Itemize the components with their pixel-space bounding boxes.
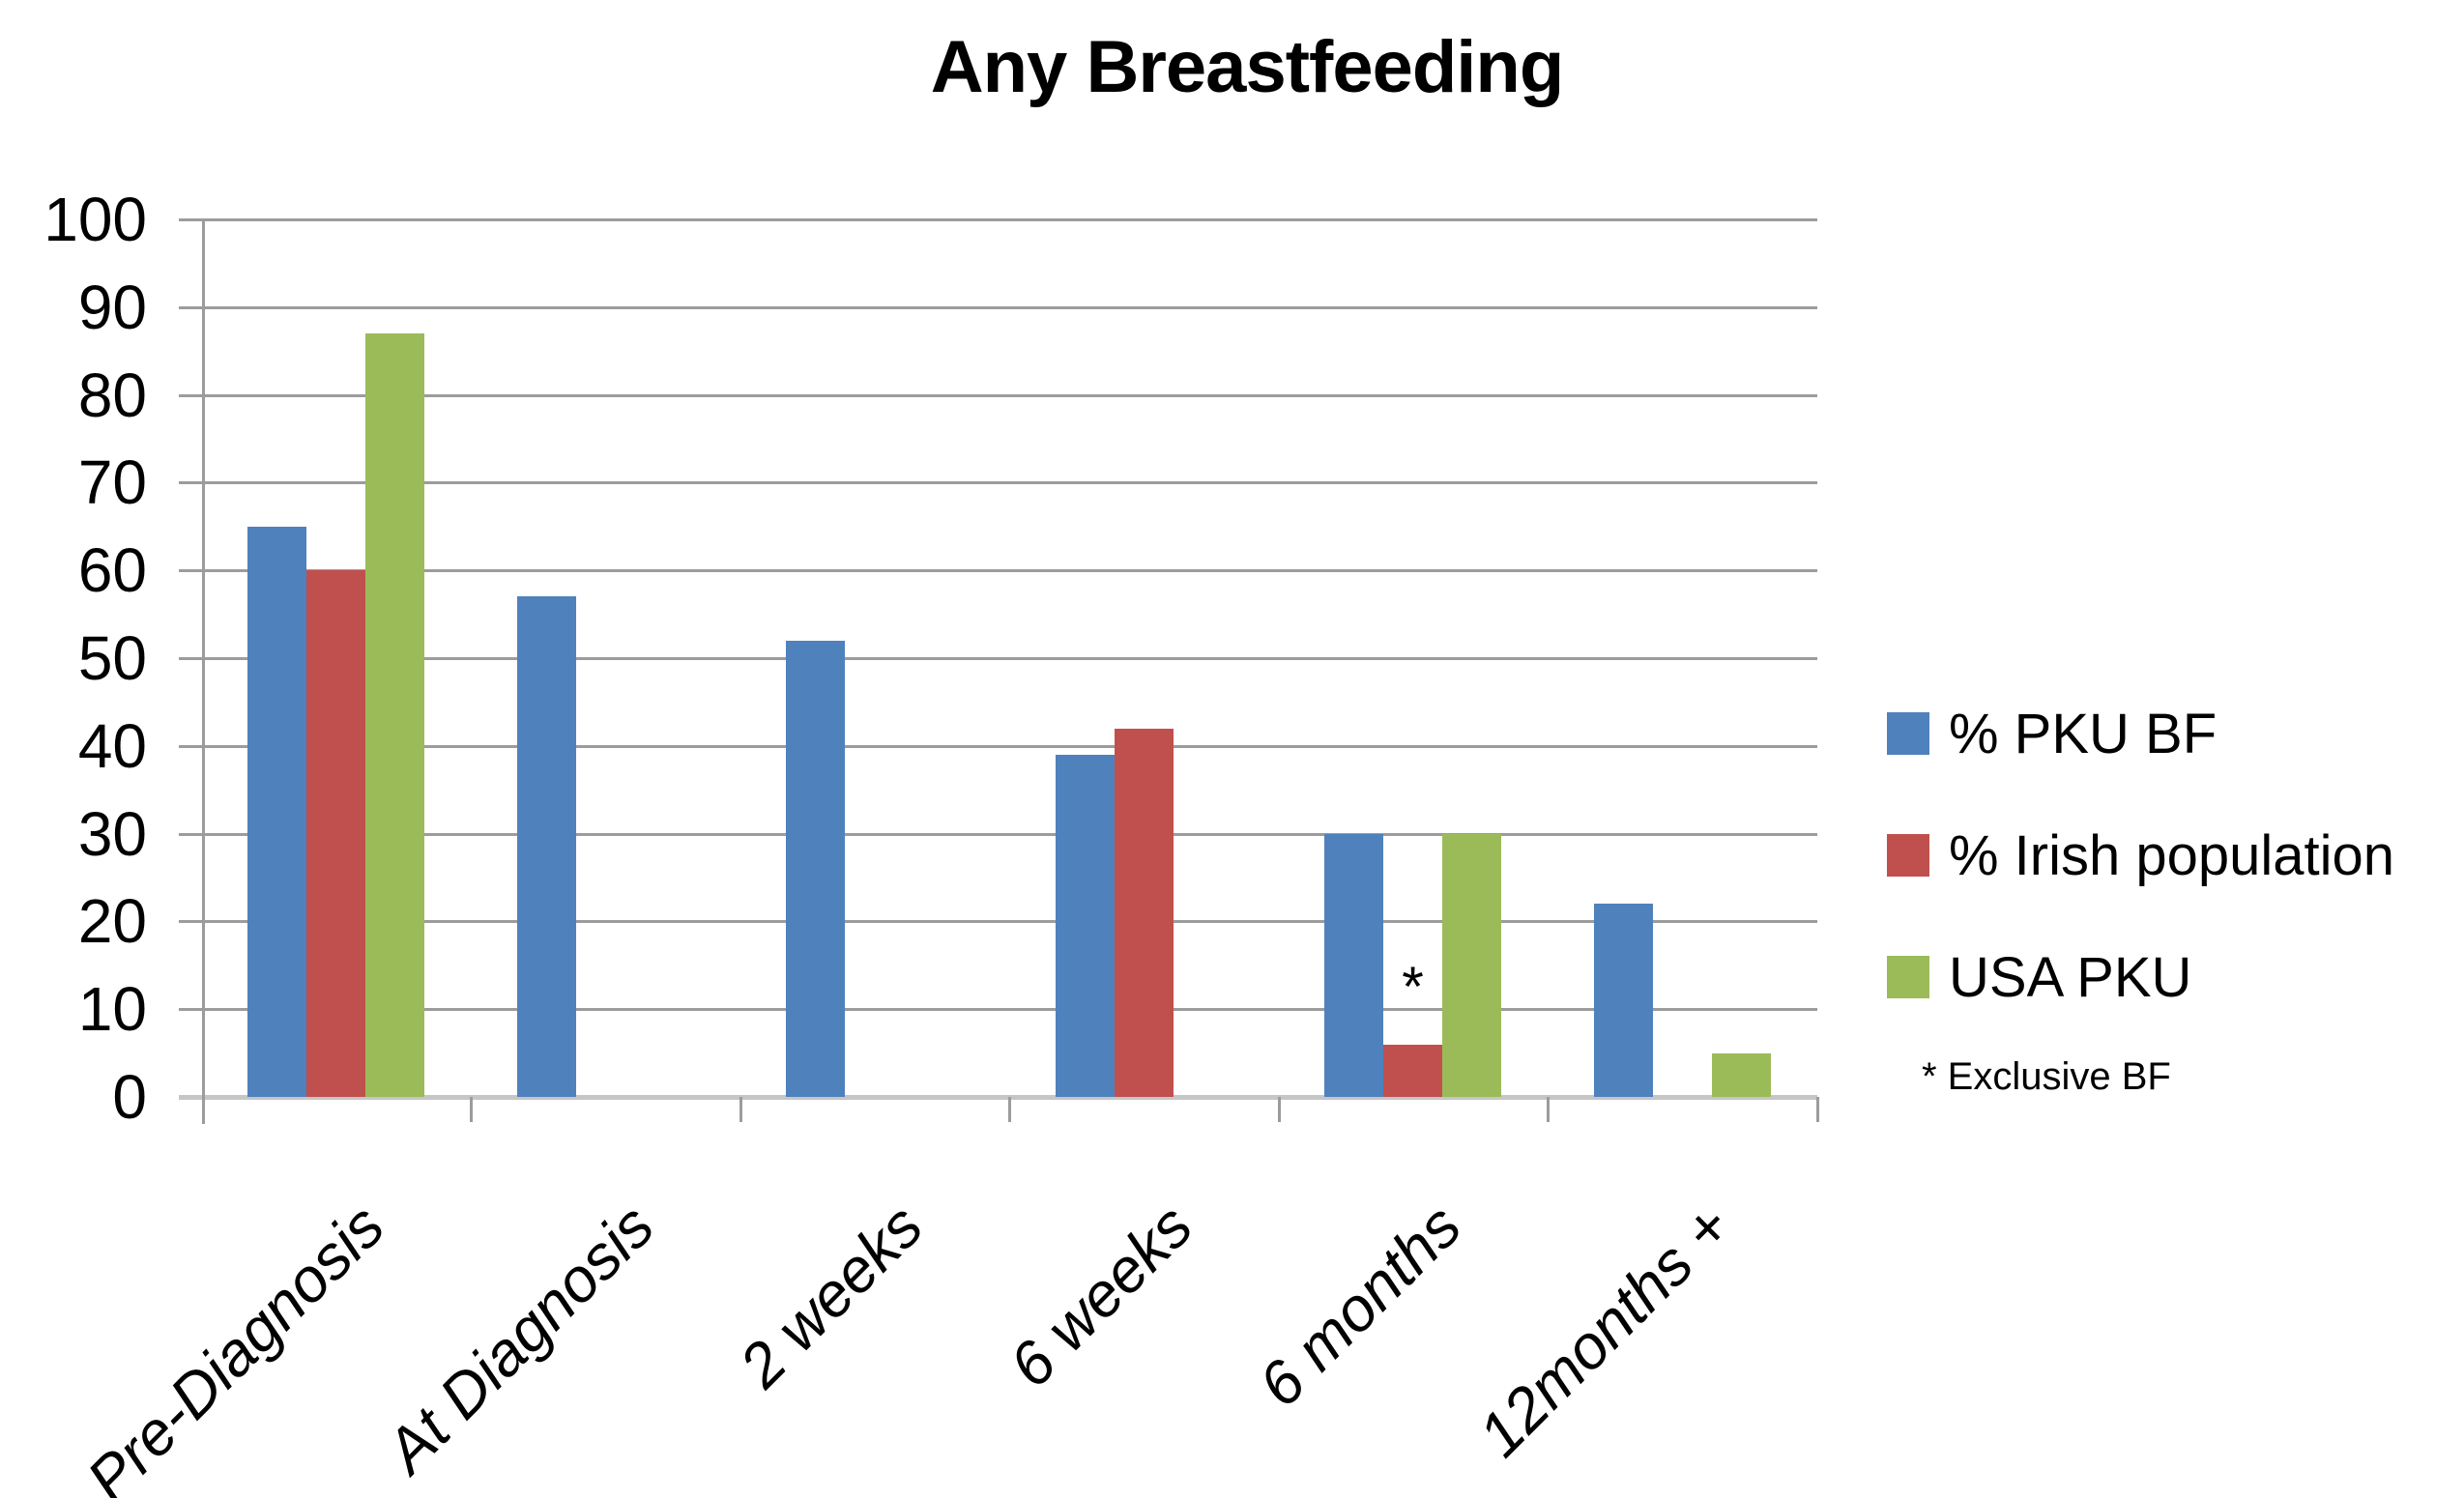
gridline [179, 1008, 1817, 1012]
bar-irish-population-6-weeks [1114, 728, 1174, 1097]
legend-label-pku-bf: % PKU BF [1949, 702, 2218, 765]
y-axis-tick-label: 40 [77, 710, 147, 781]
y-axis-tick-label: 30 [77, 798, 147, 869]
y-axis-tick-label: 60 [77, 535, 147, 606]
legend-item-pku-bf: % PKU BF [1887, 703, 2394, 765]
gridline [179, 920, 1817, 924]
x-axis-tick [470, 1097, 473, 1122]
bar-pku-bf-6-weeks [1055, 754, 1115, 1097]
y-axis-tick-label: 10 [77, 974, 147, 1045]
legend-swatch-usa-pku [1887, 956, 1929, 998]
x-axis-tick [1008, 1097, 1011, 1122]
y-axis-tick-label: 20 [77, 886, 147, 957]
gridline [179, 569, 1817, 573]
legend-swatch-pku-bf [1887, 712, 1929, 755]
y-axis-tick-label: 100 [43, 185, 147, 254]
y-axis-tick-label: 0 [112, 1062, 147, 1132]
bar-usa-pku-6-months [1442, 833, 1501, 1097]
y-axis-tick-label: 70 [77, 447, 147, 518]
bar-pku-bf-at-diagnosis [516, 596, 576, 1097]
bar-usa-pku-12months [1711, 1052, 1771, 1097]
x-axis-tick [1815, 1097, 1819, 1122]
legend-label-usa-pku: USA PKU [1949, 945, 2192, 1009]
legend-item-irish-population: % Irish population [1887, 824, 2394, 887]
x-axis-tick [1277, 1097, 1281, 1122]
bar-irish-population-6-months [1383, 1044, 1442, 1097]
chart-title: Any Breastfeeding [930, 26, 1564, 108]
gridline [179, 481, 1817, 485]
footnote-exclusive-bf: * Exclusive BF [1922, 1055, 2171, 1098]
bar-annotation-asterisk: * [1402, 955, 1424, 1019]
y-axis-line [202, 219, 205, 1124]
gridline [179, 657, 1817, 660]
bar-pku-bf-2-weeks [786, 640, 845, 1097]
bar-usa-pku-pre-diagnosis [365, 333, 424, 1097]
x-axis-tick [1547, 1097, 1550, 1122]
legend: % PKU BF % Irish population USA PKU [1887, 703, 2394, 1009]
plot-area: 0 10 20 30 40 50 60 70 80 90 100 Pre-Diagnosis At Di… [43, 188, 1819, 1498]
gridline [179, 393, 1817, 397]
x-axis-label-pre-diagnosis: Pre-Diagnosis [73, 1191, 398, 1498]
y-axis-tick-label: 80 [77, 360, 147, 430]
gridline [179, 832, 1817, 836]
legend-item-usa-pku: USA PKU [1887, 946, 2394, 1009]
y-axis-tick-label: 50 [77, 623, 147, 693]
x-axis-tick [739, 1097, 742, 1122]
legend-swatch-irish-population [1887, 834, 1929, 877]
bar-irish-population-pre-diagnosis [306, 570, 365, 1097]
bar-pku-bf-6-months [1324, 833, 1383, 1097]
x-axis-baseline [179, 1095, 1817, 1100]
legend-label-irish-population: % Irish population [1949, 823, 2395, 887]
gridline [179, 218, 1817, 221]
gridline [179, 305, 1817, 309]
bar-pku-bf-12months [1593, 904, 1653, 1097]
y-axis-tick-label: 90 [77, 272, 147, 342]
gridline [179, 744, 1817, 748]
bar-pku-bf-pre-diagnosis [247, 526, 306, 1097]
